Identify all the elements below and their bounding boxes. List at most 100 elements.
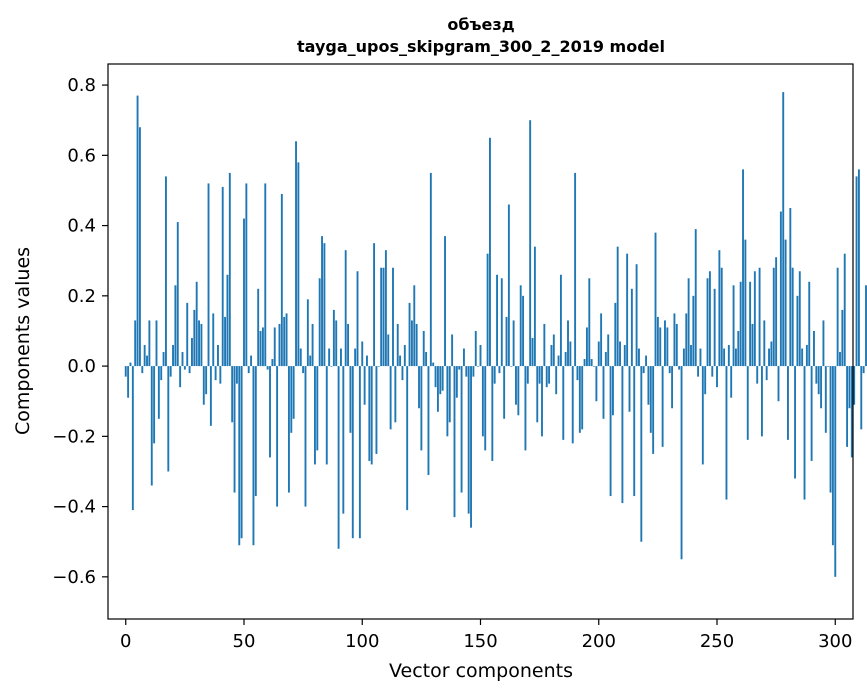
bar-69 xyxy=(287,366,290,493)
bar-9 xyxy=(146,355,148,367)
bar-302 xyxy=(839,352,841,367)
y-tick-label-4: 0.2 xyxy=(67,286,96,307)
chart-title: объезд xyxy=(447,15,514,34)
bar-130 xyxy=(432,362,435,367)
bar-195 xyxy=(585,327,588,367)
bar-107 xyxy=(377,366,380,367)
bar-281 xyxy=(789,208,792,367)
x-tick-label-100: 100 xyxy=(345,631,379,652)
bar-310 xyxy=(857,169,860,367)
bar-42 xyxy=(224,316,227,367)
bar-254 xyxy=(725,366,728,500)
y-tick-label-6: 0.6 xyxy=(67,145,96,166)
bar-66 xyxy=(280,193,283,367)
bar-202 xyxy=(602,366,605,419)
bar-12 xyxy=(153,366,156,444)
bar-57 xyxy=(259,330,262,367)
bar-308 xyxy=(853,366,856,405)
bar-172 xyxy=(531,337,534,367)
bar-27 xyxy=(188,366,191,374)
bar-39 xyxy=(217,345,219,367)
bar-267 xyxy=(756,366,759,384)
bar-170 xyxy=(526,366,529,384)
bar-1 xyxy=(127,366,130,398)
bar-102 xyxy=(366,355,368,367)
bar-22 xyxy=(176,222,179,367)
bar-180 xyxy=(550,345,553,367)
bar-119 xyxy=(406,366,409,511)
bar-70 xyxy=(290,366,293,433)
bar-142 xyxy=(460,366,463,493)
bar-313 xyxy=(865,285,867,367)
bar-270 xyxy=(763,320,766,367)
bar-13 xyxy=(155,320,158,367)
bar-240 xyxy=(692,295,695,367)
bar-140 xyxy=(455,366,458,398)
bar-182 xyxy=(555,366,558,395)
bar-15 xyxy=(160,366,163,381)
bar-226 xyxy=(659,327,662,367)
bar-298 xyxy=(829,366,832,493)
bar-248 xyxy=(711,366,714,377)
bar-229 xyxy=(666,327,669,367)
bar-245 xyxy=(704,366,707,395)
bar-115 xyxy=(396,323,399,367)
bar-201 xyxy=(600,313,603,367)
bar-192 xyxy=(578,366,581,433)
bar-117 xyxy=(401,366,404,381)
bar-212 xyxy=(626,253,629,367)
bar-237 xyxy=(685,313,688,367)
bar-199 xyxy=(595,366,598,402)
bar-219 xyxy=(642,366,645,374)
bar-158 xyxy=(498,366,501,374)
bar-121 xyxy=(410,320,413,367)
bar-109 xyxy=(382,267,385,367)
bar-45 xyxy=(231,366,234,423)
bar-171 xyxy=(529,120,532,367)
bar-223 xyxy=(652,366,655,454)
bar-269 xyxy=(761,366,763,437)
bar-258 xyxy=(734,348,737,367)
bar-177 xyxy=(543,323,546,367)
bar-152 xyxy=(484,366,487,451)
bar-68 xyxy=(285,313,288,367)
bar-101 xyxy=(363,366,366,405)
bar-2 xyxy=(129,362,132,367)
bar-155 xyxy=(491,366,494,461)
bar-64 xyxy=(276,366,279,507)
bar-137 xyxy=(448,366,451,423)
y-axis: −0.6 −0.4 −0.2 0.0 0.2 0.4 0.6 0.8 xyxy=(52,75,108,588)
bar-97 xyxy=(354,348,357,367)
bar-80 xyxy=(314,366,316,465)
bar-23 xyxy=(179,366,182,388)
bar-221 xyxy=(647,366,650,405)
bar-136 xyxy=(446,366,449,437)
bar-135 xyxy=(444,236,446,367)
bar-118 xyxy=(403,345,406,367)
bar-131 xyxy=(434,366,437,388)
y-tick-label-3: 0.0 xyxy=(67,356,96,377)
bar-215 xyxy=(633,366,636,497)
bar-94 xyxy=(347,323,349,367)
bar-168 xyxy=(522,295,525,367)
bar-54 xyxy=(252,366,255,546)
bar-262 xyxy=(744,239,747,367)
bar-93 xyxy=(344,250,347,367)
bar-236 xyxy=(682,348,685,367)
bar-88 xyxy=(332,309,335,367)
bar-36 xyxy=(209,366,212,426)
bar-85 xyxy=(325,366,328,465)
bar-98 xyxy=(356,271,359,367)
bar-169 xyxy=(524,366,527,451)
bar-6 xyxy=(138,127,141,367)
bar-25 xyxy=(183,366,186,370)
bar-206 xyxy=(612,366,614,416)
bar-210 xyxy=(621,366,624,504)
bar-253 xyxy=(723,348,726,367)
bar-167 xyxy=(519,285,522,367)
bar-184 xyxy=(559,274,562,367)
bar-228 xyxy=(664,320,666,367)
bar-62 xyxy=(271,359,274,367)
bar-7 xyxy=(141,366,144,374)
bar-141 xyxy=(458,366,461,370)
